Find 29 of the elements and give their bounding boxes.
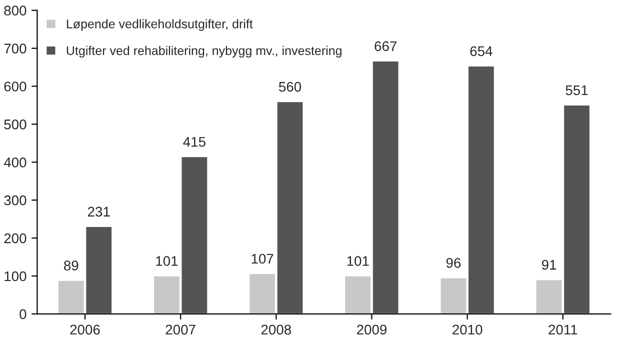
- y-tick-label: 300: [4, 195, 26, 206]
- data-label: 101: [156, 256, 178, 266]
- x-tick-label: 2009: [356, 324, 387, 335]
- data-label: 107: [252, 254, 274, 264]
- data-label: 667: [374, 41, 396, 52]
- x-tick-label: 2006: [70, 324, 100, 335]
- data-label: 231: [88, 206, 110, 217]
- legend-label: Utgifter ved rehabilitering, nybygg mv., investering: [66, 46, 342, 58]
- y-tick-label: 700: [4, 44, 26, 54]
- data-label: 89: [64, 260, 78, 270]
- y-tick-label: 500: [4, 120, 26, 130]
- x-tick-label: 2007: [166, 324, 196, 335]
- data-label: 654: [470, 46, 492, 56]
- y-tick-label: 100: [4, 271, 26, 282]
- y-tick-label: 0: [20, 309, 26, 320]
- data-label: 560: [278, 82, 302, 92]
- data-label: 101: [347, 256, 369, 266]
- y-tick-label: 800: [4, 6, 26, 16]
- data-label: 415: [183, 137, 206, 147]
- y-tick-label: 600: [4, 82, 26, 92]
- y-tick-label: 400: [4, 157, 26, 168]
- legend-label: Løpende vedlikeholdsutgifter, drift: [66, 19, 253, 31]
- y-tick-label: 200: [4, 233, 26, 244]
- x-tick-label: 2008: [261, 324, 292, 335]
- data-label: 551: [566, 85, 588, 96]
- data-label: 91: [542, 260, 556, 270]
- x-tick-label: 2010: [452, 324, 482, 335]
- x-tick-label: 2011: [548, 324, 578, 335]
- data-label: 96: [446, 258, 461, 268]
